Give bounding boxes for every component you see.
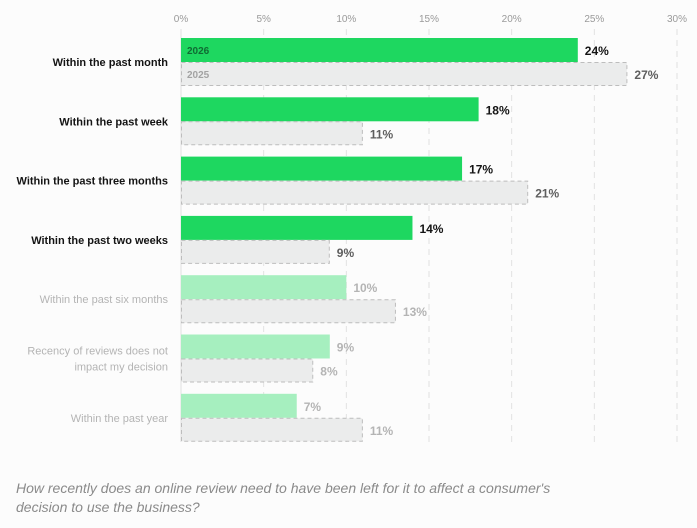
value-label-2025: 11%: [370, 424, 394, 438]
bar-2025: [181, 121, 363, 146]
bar-2026: [181, 215, 413, 240]
value-label-2026: 10%: [353, 281, 377, 295]
value-label-2026: 17%: [469, 163, 493, 177]
category-label: Within the past year: [71, 413, 169, 425]
bar-2026: [181, 97, 479, 122]
category-label: Within the past two weeks: [31, 235, 168, 247]
x-tick-label: 0%: [174, 14, 189, 25]
bar-2025: [181, 358, 314, 383]
x-tick-label: 5%: [256, 14, 271, 25]
value-label-2026: 9%: [337, 341, 355, 355]
value-label-2026: 18%: [486, 103, 510, 117]
bar-2025: [181, 62, 628, 86]
x-tick-label: 25%: [584, 14, 604, 25]
category-label: Within the past week: [59, 116, 169, 128]
bar-2025: [181, 299, 396, 324]
value-label-2025: 27%: [634, 68, 658, 82]
x-tick-label: 15%: [419, 14, 439, 25]
category-label: Within the past month: [53, 57, 169, 69]
bar-2026: [181, 275, 347, 300]
bar-2025: [181, 417, 363, 442]
value-label-2025: 8%: [320, 365, 338, 379]
value-label-2025: 13%: [403, 305, 427, 319]
category-label: impact my decision: [74, 362, 168, 374]
bar-2025: [181, 180, 529, 205]
x-tick-label: 30%: [667, 14, 687, 25]
category-label: Within the past six months: [40, 294, 169, 306]
category-label: Within the past three months: [17, 176, 168, 188]
value-label-2025: 11%: [370, 127, 394, 141]
value-label-2026: 7%: [304, 400, 322, 414]
bar-2026: [181, 334, 330, 359]
value-label-2025: 21%: [535, 187, 559, 201]
value-label-2026: 24%: [585, 44, 609, 58]
x-tick-label: 20%: [502, 14, 522, 25]
bar-chart: 0% 5% 10% 15% 20% 25% 30% Within the past month…: [17, 14, 687, 442]
value-label-2026: 14%: [419, 222, 443, 236]
legend-label-2025: 2025: [187, 70, 210, 81]
category-label: Recency of reviews does not: [27, 346, 168, 358]
chart-caption: How recently does an online review need …: [16, 480, 551, 515]
bar-2026: [181, 38, 578, 62]
bar-2026: [181, 156, 463, 181]
bar-2026: [181, 393, 297, 418]
legend-label-2026: 2026: [187, 46, 210, 57]
x-tick-label: 10%: [336, 14, 356, 25]
bar-2025: [181, 239, 330, 264]
value-label-2025: 9%: [337, 246, 355, 260]
